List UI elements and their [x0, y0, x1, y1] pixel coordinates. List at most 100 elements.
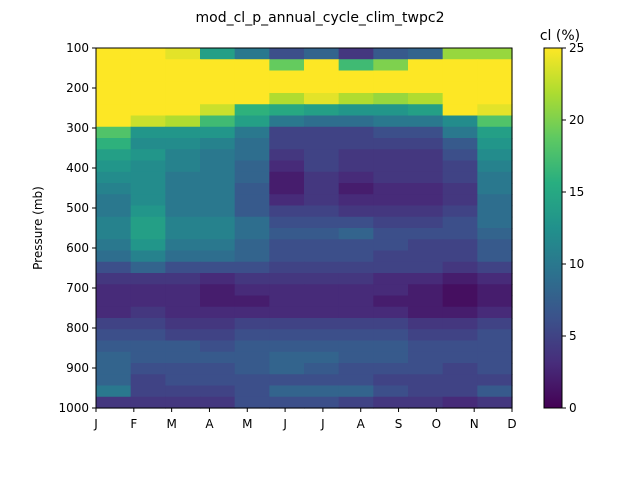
heatmap-cell [477, 261, 513, 274]
heatmap-cell [165, 363, 201, 375]
heatmap-cell [477, 250, 513, 263]
heatmap-cell [338, 216, 374, 229]
heatmap-cell [408, 351, 444, 364]
heatmap-cell [304, 385, 340, 398]
heatmap-cell [338, 183, 374, 195]
heatmap-cell [408, 48, 444, 60]
heatmap-cell [200, 374, 236, 387]
colorbar-label: cl (%) [540, 28, 580, 44]
colorbar-tick-label: 5 [569, 329, 577, 343]
heatmap-cell [477, 273, 513, 285]
y-tick-label: 1000 [58, 401, 89, 415]
heatmap-cell [304, 295, 340, 308]
heatmap-cell [338, 239, 374, 252]
heatmap-cell [165, 329, 201, 342]
heatmap-cell [338, 171, 374, 184]
heatmap-cell [200, 93, 236, 105]
heatmap-cell [408, 104, 444, 117]
heatmap-cell [165, 239, 201, 252]
heatmap-cell [200, 70, 236, 83]
heatmap-cell [304, 194, 340, 207]
heatmap-cell [338, 363, 374, 375]
heatmap-cell [373, 363, 409, 375]
heatmap-cell [442, 59, 478, 72]
heatmap-cell [234, 171, 270, 184]
heatmap-cell [442, 261, 478, 274]
heatmap-cell [96, 239, 132, 252]
heatmap-cell [442, 340, 478, 353]
heatmap-cell [477, 396, 513, 409]
heatmap-cell [96, 340, 132, 353]
heatmap-cell [130, 261, 166, 274]
heatmap-cell [96, 160, 132, 173]
heatmap-cell [96, 318, 132, 330]
x-tick-label: J [320, 417, 325, 431]
heatmap-cell [442, 228, 478, 240]
heatmap-cell [304, 48, 340, 60]
heatmap-cell [96, 48, 132, 60]
heatmap-cell [338, 273, 374, 285]
heatmap-cell [234, 329, 270, 342]
heatmap-cell [338, 295, 374, 308]
heatmap-cell [373, 115, 409, 128]
heatmap-cell [269, 306, 305, 319]
heatmap-cell [442, 183, 478, 195]
heatmap-cell [442, 81, 478, 94]
heatmap-cell [269, 351, 305, 364]
heatmap-cell [200, 385, 236, 398]
heatmap-cell [130, 115, 166, 128]
heatmap-cell [338, 306, 374, 319]
heatmap-cell [96, 138, 132, 150]
heatmap-cell [130, 48, 166, 60]
heatmap-cell [373, 295, 409, 308]
heatmap-cell [130, 351, 166, 364]
heatmap-cell [200, 205, 236, 218]
heatmap-cell [442, 171, 478, 184]
heatmap-cell [373, 183, 409, 195]
heatmap-cell [338, 115, 374, 128]
heatmap-cell [477, 70, 513, 83]
heatmap-cell [477, 239, 513, 252]
heatmap-cell [165, 183, 201, 195]
heatmap-cell [408, 329, 444, 342]
x-tick-label: J [282, 417, 287, 431]
heatmap-cell [338, 351, 374, 364]
heatmap-cell [338, 374, 374, 387]
heatmap-cell [442, 306, 478, 319]
heatmap-cell [234, 228, 270, 240]
heatmap-cell [442, 126, 478, 139]
heatmap-cell [304, 250, 340, 263]
heatmap-cell [200, 171, 236, 184]
heatmap-cell [304, 216, 340, 229]
heatmap-cell [442, 48, 478, 60]
heatmap-cell [96, 216, 132, 229]
heatmap-cells [96, 48, 513, 409]
heatmap-cell [442, 284, 478, 297]
heatmap-cell [373, 261, 409, 274]
heatmap-cell [442, 295, 478, 308]
heatmap-cell [338, 329, 374, 342]
heatmap-cell [477, 385, 513, 398]
heatmap-cell [338, 205, 374, 218]
heatmap-cell [338, 149, 374, 162]
heatmap-cell [338, 104, 374, 117]
x-tick-label: S [395, 417, 403, 431]
heatmap-cell [338, 340, 374, 353]
heatmap-cell [304, 340, 340, 353]
heatmap-cell [477, 81, 513, 94]
heatmap-cell [408, 70, 444, 83]
heatmap-cell [130, 138, 166, 150]
heatmap-cell [304, 329, 340, 342]
heatmap-cell [442, 149, 478, 162]
heatmap-cell [477, 363, 513, 375]
heatmap-cell [165, 318, 201, 330]
heatmap-cell [130, 194, 166, 207]
heatmap-cell [442, 351, 478, 364]
y-axis-label: Pressure (mb) [31, 186, 45, 270]
heatmap-cell [200, 284, 236, 297]
heatmap-cell [96, 115, 132, 128]
heatmap-cell [408, 115, 444, 128]
heatmap-cell [304, 261, 340, 274]
heatmap-cell [373, 250, 409, 263]
